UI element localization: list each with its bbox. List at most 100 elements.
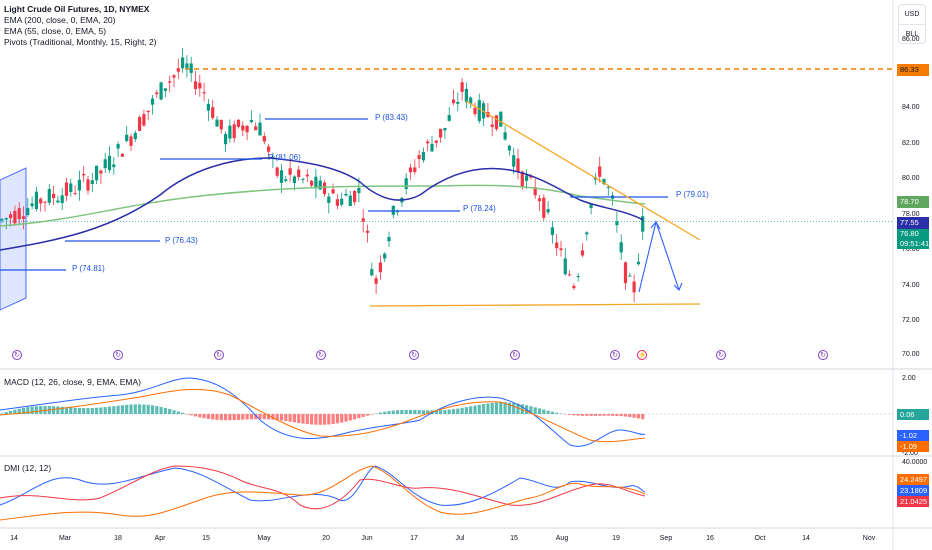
candle-body [447, 115, 451, 121]
macd-histogram-bar [542, 409, 546, 414]
scale-selector[interactable]: USD BLL [898, 4, 926, 44]
macd-histogram-bar [473, 405, 477, 414]
macd-histogram-bar [340, 414, 344, 423]
macd-legend[interactable]: MACD (12, 26, close, 9, EMA, EMA) [4, 377, 141, 387]
candle-body [529, 175, 533, 178]
macd-histogram-bar [494, 402, 499, 414]
macd-histogram-bar [357, 414, 361, 419]
candle-body [232, 124, 236, 139]
candle-body [542, 197, 546, 218]
candle-body [417, 155, 421, 160]
time-axis-label: 14 [10, 535, 18, 542]
symbol-title[interactable]: Light Crude Oil Futures, 1D, NYMEX [4, 4, 150, 14]
macd-histogram-bar [159, 406, 163, 414]
macd-histogram-bar [176, 411, 180, 414]
candle-body [107, 155, 112, 171]
macd-histogram-bar [396, 410, 400, 414]
candle-body [73, 193, 77, 195]
currency-button[interactable]: USD [904, 11, 920, 18]
chart-legend: Light Crude Oil Futures, 1D, NYMEX EMA (… [4, 4, 157, 48]
candle-body [133, 132, 137, 140]
candle-body [464, 88, 468, 103]
event-icon[interactable]: ↻ [409, 350, 419, 360]
macd-histogram-bar [13, 409, 17, 414]
event-icon[interactable]: ↻ [12, 350, 22, 360]
candle-body [421, 152, 425, 161]
candle-body [473, 107, 477, 115]
macd-histogram-bar [400, 409, 404, 414]
macd-histogram-bar [21, 407, 26, 414]
macd-histogram-bar [456, 408, 460, 414]
macd-histogram-bar [580, 414, 585, 416]
candle-body [116, 144, 120, 149]
macd-histogram-bar [116, 405, 120, 414]
macd-histogram-bar [4, 412, 8, 414]
descending-trendline [465, 100, 701, 241]
macd-histogram-bar [585, 414, 589, 416]
candle-body [13, 210, 17, 224]
candle-body [477, 100, 481, 121]
macd-histogram-bar [443, 409, 447, 414]
candle-body [615, 221, 619, 226]
candle-body [503, 132, 507, 140]
candle-body [516, 158, 520, 173]
candle-body [580, 250, 585, 256]
macd-histogram-bar [193, 414, 198, 417]
candle-body [64, 182, 69, 196]
candle-body [507, 145, 511, 151]
event-icon[interactable]: ↻ [214, 350, 224, 360]
macd-histogram-bar [327, 414, 331, 425]
candle-body [426, 141, 430, 144]
macd-histogram-bar [219, 414, 223, 421]
event-icon[interactable]: ↻ [316, 350, 326, 360]
macd-signal-tag: -1.09 [897, 441, 929, 452]
event-icon[interactable]: ↻ [113, 350, 123, 360]
macd-histogram-bar [26, 407, 30, 414]
macd-histogram-bar [434, 410, 438, 414]
pivots-legend[interactable]: Pivots (Traditional, Monthly, 15, Right,… [4, 37, 157, 47]
candle-body [456, 102, 460, 104]
macd-histogram-bar [292, 414, 296, 423]
candle-body [228, 125, 232, 139]
candle-body [150, 98, 155, 105]
candle-body [43, 201, 47, 203]
unit-button[interactable]: BLL [899, 24, 925, 44]
macd-histogram-bar [17, 408, 21, 414]
macd-histogram-bar [391, 410, 395, 414]
projection-arrowhead [650, 221, 661, 230]
minus-di-line [0, 465, 646, 510]
macd-histogram-bar [615, 414, 619, 416]
event-icon[interactable]: ↻ [510, 350, 520, 360]
candle-body [357, 187, 361, 194]
macd-histogram-bar [275, 414, 279, 421]
candle-body [443, 128, 447, 131]
macd-histogram-bar [335, 414, 339, 424]
macd-histogram-bar [602, 414, 606, 416]
macd-histogram-bar [331, 414, 335, 425]
candle-body [99, 170, 103, 174]
macd-histogram-bar [576, 414, 580, 416]
candle-body [249, 120, 253, 123]
macd-histogram-bar [86, 408, 90, 414]
macd-histogram-bar [421, 410, 425, 414]
macd-histogram-bar [172, 410, 176, 414]
candle-body [301, 179, 305, 181]
candle-body [241, 125, 245, 131]
macd-histogram-bar [185, 414, 189, 415]
macd-histogram-bar [189, 414, 193, 416]
macd-histogram-bar [503, 402, 507, 414]
flash-event-icon[interactable]: ⚡ [637, 350, 647, 360]
price-axis-label: 78.00 [902, 211, 920, 218]
dmi-legend[interactable]: DMI (12, 12) [4, 463, 52, 473]
macd-histogram-bar [408, 409, 413, 414]
macd-histogram-bar [383, 411, 387, 414]
event-icon[interactable]: ↻ [818, 350, 828, 360]
ema200-legend[interactable]: EMA (200, close, 0, EMA, 20) [4, 15, 116, 25]
ema55-legend[interactable]: EMA (55, close, 0, EMA, 5) [4, 26, 107, 36]
pivot-label: P (78.24) [463, 204, 496, 213]
time-axis-label: 19 [612, 535, 620, 542]
event-icon[interactable]: ↻ [610, 350, 620, 360]
macd-line-tag: -1.02 [897, 430, 929, 441]
event-icon[interactable]: ↻ [716, 350, 726, 360]
